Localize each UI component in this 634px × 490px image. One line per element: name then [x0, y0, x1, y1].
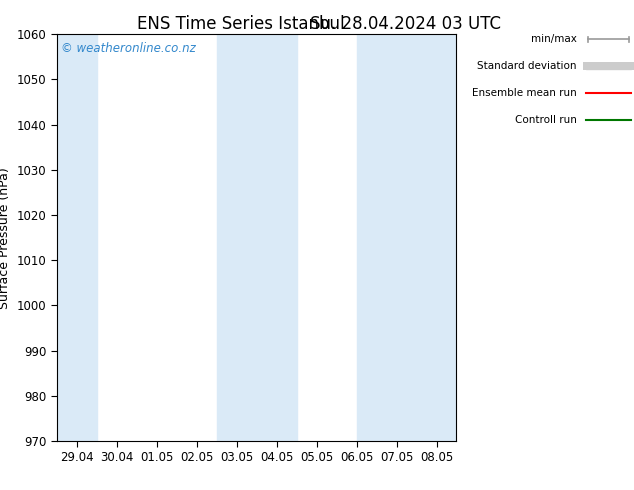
Text: Ensemble mean run: Ensemble mean run [472, 88, 577, 98]
Bar [217, 34, 297, 441]
Text: Controll run: Controll run [515, 115, 577, 125]
Text: Standard deviation: Standard deviation [477, 61, 577, 71]
Text: min/max: min/max [531, 34, 577, 44]
Bar [57, 34, 97, 441]
Text: © weatheronline.co.nz: © weatheronline.co.nz [61, 43, 196, 55]
Text: Su. 28.04.2024 03 UTC: Su. 28.04.2024 03 UTC [310, 15, 501, 33]
Y-axis label: Surface Pressure (hPa): Surface Pressure (hPa) [0, 167, 11, 309]
Bar [356, 34, 456, 441]
Text: ENS Time Series Istanbul: ENS Time Series Istanbul [137, 15, 345, 33]
